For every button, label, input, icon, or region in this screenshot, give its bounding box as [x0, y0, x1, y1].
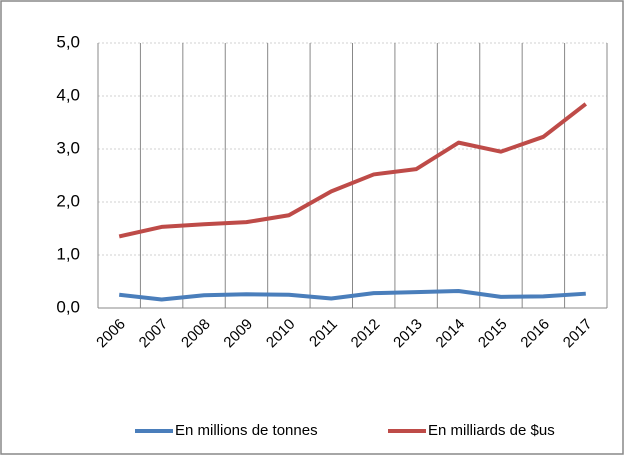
legend-label: En millions de tonnes [175, 422, 318, 439]
series-line [118, 289, 586, 302]
y-tick-label: 2,0 [56, 191, 80, 210]
y-tick-label: 5,0 [56, 32, 80, 51]
y-tick-label: 0,0 [56, 297, 80, 316]
y-tick-label: 1,0 [56, 244, 80, 263]
y-tick-label: 3,0 [56, 138, 80, 157]
series-line [118, 102, 588, 239]
legend-label: En milliards de $us [428, 422, 555, 439]
y-tick-label: 4,0 [56, 85, 80, 104]
